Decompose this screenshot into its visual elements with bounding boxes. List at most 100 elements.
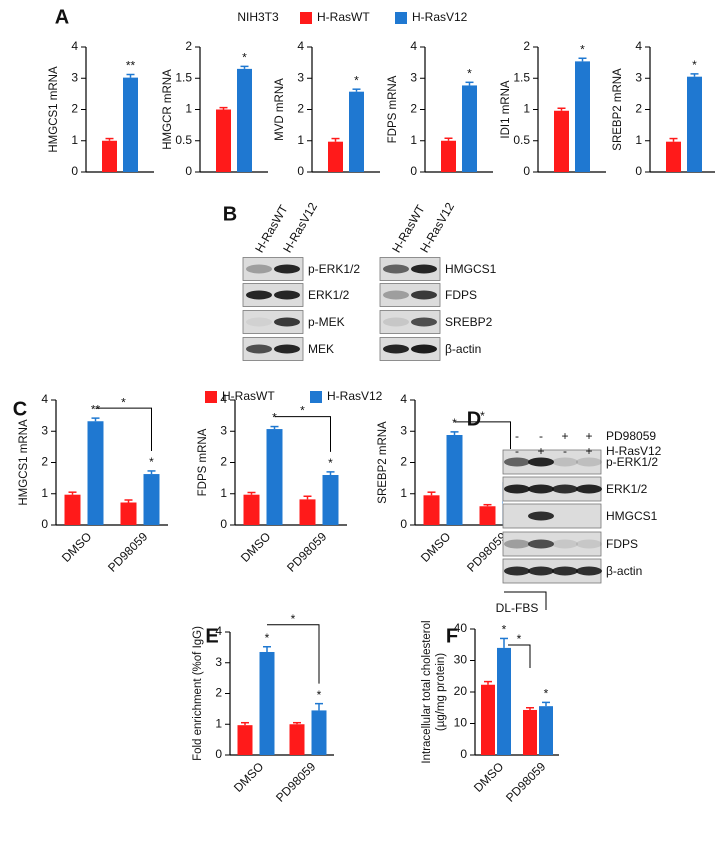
condition-label: PD98059	[606, 429, 656, 443]
error-bar	[542, 701, 550, 707]
y-tick-label: 2	[410, 102, 417, 116]
y-tick-label: 0	[220, 517, 227, 531]
y-tick-label: 4	[297, 39, 304, 53]
error-bar	[450, 431, 459, 435]
panel-letter: E	[205, 625, 218, 647]
bracket	[95, 407, 152, 451]
significance-label: *	[328, 456, 333, 470]
panel-letter: F	[446, 625, 458, 647]
legend-swatch	[205, 391, 217, 403]
blot-strip	[242, 257, 304, 281]
chart-title: DL-FBS	[496, 601, 539, 615]
blot-band	[552, 484, 578, 494]
bar	[87, 421, 104, 525]
x-tick-label: PD98059	[105, 529, 151, 575]
error-bar	[331, 137, 340, 142]
y-axis-label: FDPS mRNA	[197, 428, 209, 496]
blot-band	[246, 344, 272, 354]
bar	[311, 710, 327, 755]
condition-sign: +	[537, 444, 544, 458]
y-tick-label: 1	[215, 716, 222, 730]
bar	[554, 110, 569, 172]
row-label: p-ERK1/2	[606, 455, 658, 469]
blot-band	[552, 566, 578, 576]
significance-label: *	[149, 455, 154, 469]
y-tick-label: 0	[460, 747, 467, 761]
condition-sign: -	[515, 444, 519, 458]
error-bar	[557, 107, 566, 111]
y-tick-label: 0.5	[513, 133, 530, 147]
condition-sign: +	[561, 429, 568, 443]
bracket	[504, 591, 547, 610]
blot-band	[504, 457, 530, 467]
condition-sign: +	[585, 429, 592, 443]
y-tick-label: 3	[410, 70, 417, 84]
error-bar	[293, 721, 301, 725]
error-bar	[465, 81, 474, 86]
error-bar	[500, 637, 508, 648]
condition-sign: -	[515, 429, 519, 443]
x-tick-label: PD98059	[284, 529, 330, 575]
blot-band	[383, 317, 409, 327]
row-label: SREBP2	[445, 315, 493, 329]
y-tick-label: 1	[635, 133, 642, 147]
y-tick-label: 4	[410, 39, 417, 53]
error-bar	[444, 137, 453, 141]
y-tick-label: 0	[297, 164, 304, 178]
row-label: p-ERK1/2	[308, 262, 360, 276]
y-tick-label: 3	[41, 423, 48, 437]
bar	[289, 724, 305, 755]
blot-band	[383, 290, 409, 300]
y-tick-label: 3	[400, 423, 407, 437]
error-bar	[91, 417, 100, 422]
error-bar	[526, 707, 534, 710]
y-axis-label: SREBP2 mRNA	[377, 421, 389, 504]
row-label: ERK1/2	[308, 288, 350, 302]
y-tick-label: 4	[71, 39, 78, 53]
y-tick-label: 3	[220, 423, 227, 437]
legend-label: H-RasWT	[317, 10, 370, 24]
y-tick-label: 20	[454, 684, 468, 698]
error-bar	[219, 106, 228, 110]
bar	[423, 495, 440, 525]
y-tick-label: 0	[635, 164, 642, 178]
bracket	[454, 421, 511, 460]
error-bar	[126, 73, 135, 78]
blot-strip	[379, 310, 441, 334]
bracket-label: *	[523, 579, 528, 593]
y-axis-label: SREBP2 mRNA	[612, 68, 624, 151]
y-axis-label: FDPS mRNA	[387, 75, 399, 143]
blot-band	[576, 566, 602, 576]
y-tick-label: 2	[297, 102, 304, 116]
blot-band	[552, 457, 578, 467]
blot-strip	[242, 283, 304, 307]
y-tick-label: 1	[410, 133, 417, 147]
error-bar	[483, 503, 492, 507]
y-tick-label: 1.5	[175, 70, 192, 84]
condition-label: H-RasV12	[606, 444, 662, 458]
blot-band	[411, 264, 437, 274]
blot-band	[552, 539, 578, 549]
bar	[349, 91, 364, 172]
row-label: HMGCS1	[445, 262, 497, 276]
legend-label: H-RasV12	[327, 389, 383, 403]
y-tick-label: 3	[297, 70, 304, 84]
y-axis-label: (µg/mg protein)	[435, 653, 447, 731]
y-tick-label: 3	[215, 655, 222, 669]
error-bar	[427, 491, 436, 496]
significance-label: *	[692, 58, 697, 72]
y-tick-label: 2	[215, 686, 222, 700]
bar	[523, 709, 537, 755]
blot-strip	[379, 257, 441, 281]
bar	[687, 76, 702, 172]
bracket-label: *	[121, 395, 126, 409]
y-tick-label: 2	[185, 39, 192, 53]
y-tick-label: 1	[71, 133, 78, 147]
significance-label: *	[317, 688, 322, 702]
x-tick-label: DMSO	[418, 529, 453, 564]
condition-sign: -	[539, 429, 543, 443]
significance-label: **	[126, 59, 136, 73]
bar	[102, 140, 117, 172]
blot-band	[246, 290, 272, 300]
